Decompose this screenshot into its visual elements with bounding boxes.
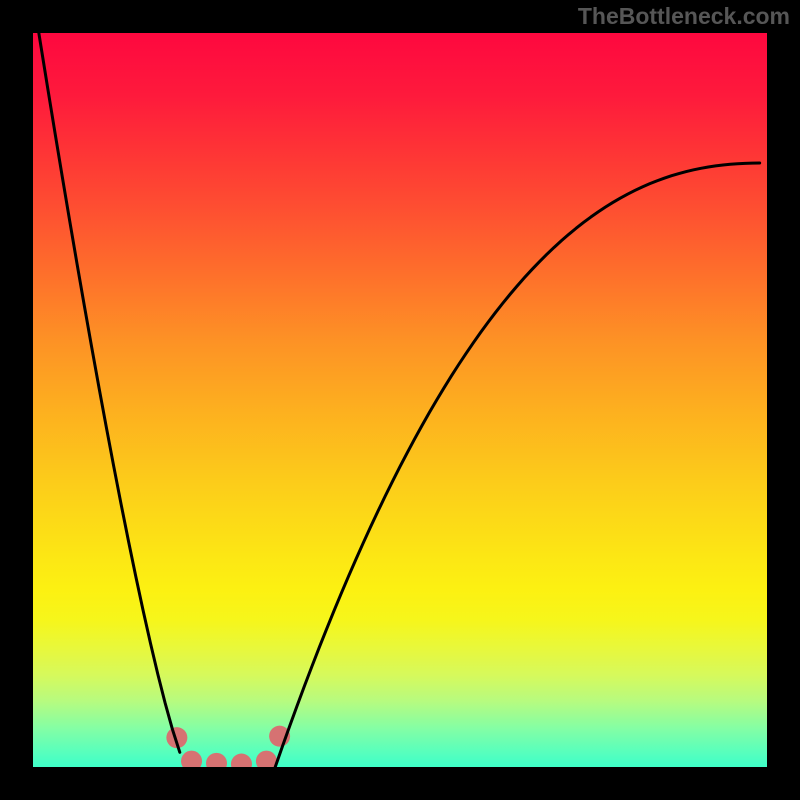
valley-marker <box>206 753 227 767</box>
plot-area <box>33 33 767 767</box>
curve-layer <box>33 33 767 767</box>
bottleneck-curve <box>33 33 760 767</box>
valley-marker <box>231 754 252 767</box>
valley-markers <box>166 726 290 767</box>
valley-marker <box>256 751 277 767</box>
watermark-text: TheBottleneck.com <box>578 3 790 30</box>
valley-marker <box>181 751 202 767</box>
